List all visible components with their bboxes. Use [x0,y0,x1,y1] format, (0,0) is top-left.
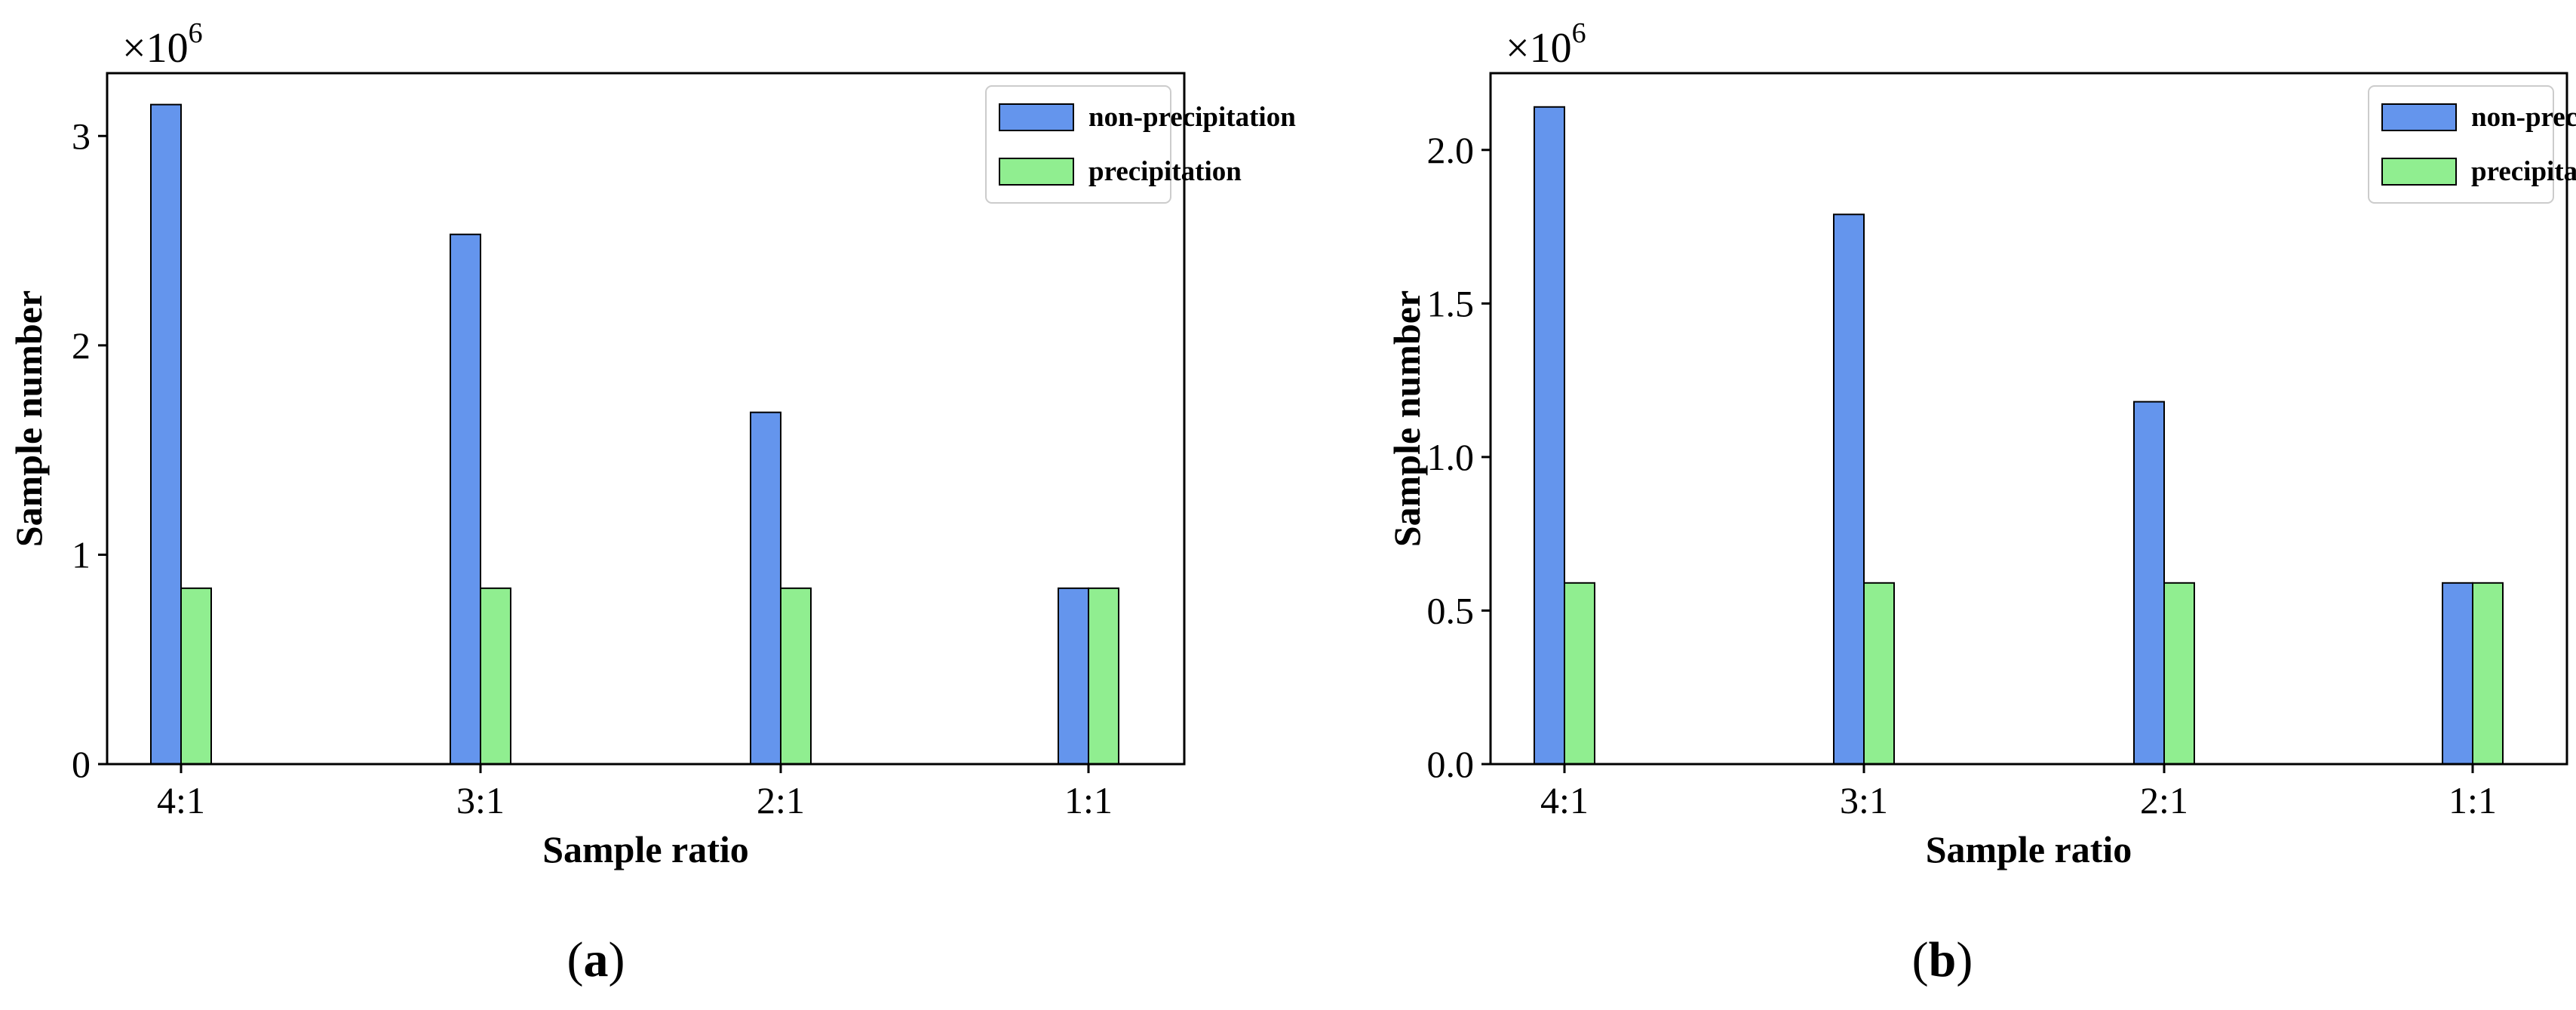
bar-precipitation-3:1 [480,587,511,765]
bar-precipitation-2:1 [2163,582,2195,765]
chart-panel-a: 0 1 2 3 4:1 3:1 2:1 1:1 Sample ratio Sample numbe… [8,17,1296,870]
legend-swatch-precipitation [999,158,1074,186]
axis-multiplier: ×106 [122,17,203,72]
y-tick-label: 1 [72,533,91,576]
chart-panel-b: 0.0 0.5 1.0 1.5 2.0 4:1 3:1 2:1 1:1 Sample ratio S… [1386,17,2576,870]
panel-caption-b: (b) [1911,932,1973,987]
y-tick-label: 2 [72,324,91,367]
axis-multiplier: ×106 [1506,17,1586,72]
plot-frame [106,72,1186,766]
bar-non-precipitation-3:1 [450,233,481,765]
x-axis-label: Sample ratio [1926,828,2132,870]
legend-label-precipitation: precipitation [1088,156,1242,187]
x-axis-label: Sample ratio [542,828,749,870]
bar-non-precipitation-4:1 [1534,106,1565,765]
bar-precipitation-1:1 [1088,587,1119,765]
bar-precipitation-4:1 [180,587,212,765]
legend-swatch-non-precipitation [2381,103,2457,131]
bar-precipitation-4:1 [1564,582,1595,765]
x-tick-label: 4:1 [157,779,205,821]
y-tick-label: 0 [72,743,91,785]
x-tick-label: 3:1 [1840,779,1888,821]
bar-non-precipitation-4:1 [150,103,182,766]
bar-non-precipitation-1:1 [1058,587,1089,765]
x-tick-label: 2:1 [2140,779,2188,821]
y-axis-label: Sample number [8,290,50,547]
legend-label-precipitation: precipitation [2471,156,2576,187]
y-tick-label: 1.0 [1427,436,1475,478]
y-tick-label: 2.0 [1427,129,1475,171]
y-tick-label: 3 [72,115,91,157]
bar-precipitation-3:1 [1863,582,1895,765]
y-tick-label: 1.5 [1427,282,1475,324]
multiplier-base: ×10 [122,25,189,72]
plot-frame [1489,72,2568,766]
panel-caption-a: (a) [566,932,625,987]
bar-precipitation-2:1 [780,587,812,765]
x-tick-label: 1:1 [1064,779,1113,821]
bar-non-precipitation-3:1 [1833,213,1865,765]
legend-label-non-precipitation: non-precipitation [1088,102,1296,133]
x-tick-label: 2:1 [757,779,805,821]
y-axis-label: Sample number [1386,290,1428,547]
multiplier-exponent: 6 [189,17,203,49]
y-tick-label: 0.0 [1427,743,1475,785]
bar-non-precipitation-2:1 [750,411,781,765]
bar-precipitation-1:1 [2472,582,2504,765]
bar-non-precipitation-1:1 [2442,582,2473,765]
multiplier-exponent: 6 [1572,17,1586,49]
bar-non-precipitation-2:1 [2133,401,2165,765]
legend-label-non-precipitation: non-precipitation [2471,102,2576,133]
legend-swatch-non-precipitation [999,103,1074,131]
x-tick-label: 1:1 [2449,779,2497,821]
y-tick-label: 0.5 [1427,589,1475,631]
multiplier-base: ×10 [1506,25,1572,72]
x-tick-label: 4:1 [1540,779,1589,821]
x-tick-label: 3:1 [456,779,505,821]
legend-swatch-precipitation [2381,158,2457,186]
